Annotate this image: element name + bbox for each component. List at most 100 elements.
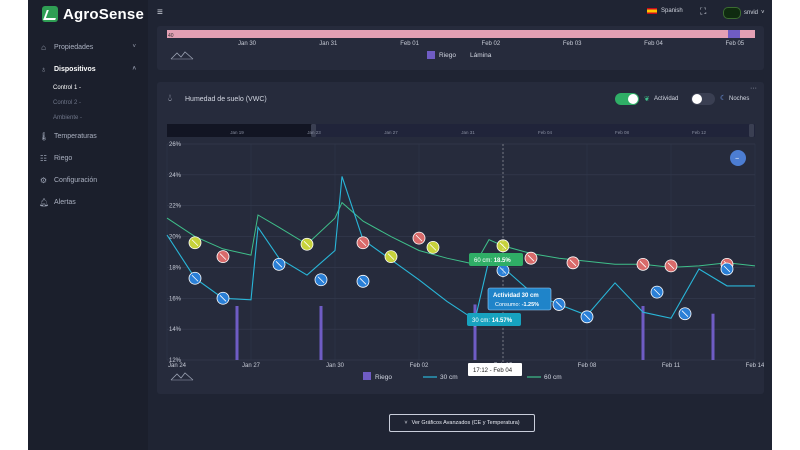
- riego-bar[interactable]: [711, 313, 715, 360]
- navigator-x-axis: Jan 19 Jan 23 Jan 27 Jan 31 Feb 04 Feb 08 Feb …: [230, 130, 706, 135]
- marker-slash: [653, 288, 661, 296]
- language-selector[interactable]: Spanish: [647, 8, 683, 14]
- x-tick-label: Jan 27: [242, 363, 261, 369]
- riego-bar[interactable]: [473, 304, 477, 360]
- x-tick-label: Jan 24: [168, 363, 187, 369]
- sidebar-item-configuracion[interactable]: ⚙ Configuración: [28, 169, 148, 191]
- x-tick-label: Feb 08: [578, 363, 597, 369]
- tooltip-activity: Actividad 30 cm Consumo: -1.25%: [487, 287, 552, 311]
- legend-lamina-label[interactable]: Lámina: [470, 52, 492, 59]
- sidebar-item-alertas[interactable]: 🔔︎ Alertas: [28, 191, 148, 213]
- sidebar-subitem-ambiente[interactable]: Ambiente -: [53, 114, 83, 121]
- spain-flag-icon: [647, 8, 657, 14]
- svg-text:60 cm: 18.5%: 60 cm: 18.5%: [474, 258, 511, 264]
- y-tick-label: 18%: [169, 265, 182, 271]
- svg-text:Consumo: -1.25%: Consumo: -1.25%: [495, 302, 539, 308]
- marker-slash: [583, 313, 591, 321]
- legend-riego-label[interactable]: Riego: [375, 374, 392, 381]
- navigator-mountain-icon: [170, 51, 194, 60]
- tooltip-60cm-label: 60 cm:: [474, 258, 492, 264]
- lamina-band: [167, 30, 755, 38]
- top-x-tick-label: Feb 02: [482, 41, 501, 47]
- navigator-tick-label: Jan 19: [230, 130, 244, 135]
- tooltip-activity-value: -1.25%: [522, 302, 540, 308]
- marker-slash: [359, 278, 367, 285]
- y-tick-label: 26%: [169, 142, 182, 148]
- card-title: Humedad de suelo (VWC): [185, 96, 267, 103]
- navigator-tick-label: Jan 31: [461, 130, 475, 135]
- navigator-tick-label: Jan 23: [307, 130, 321, 135]
- navigator-handle-right[interactable]: [749, 124, 754, 137]
- toggle-noches[interactable]: [691, 93, 715, 105]
- toggle-noches-label: Noches: [729, 96, 750, 102]
- marker-slash: [429, 244, 437, 251]
- sidebar-item-label: Propiedades: [54, 43, 94, 51]
- navigator-mask: [167, 124, 313, 137]
- y-tick-label: 14%: [169, 327, 182, 333]
- marker-slash: [499, 267, 507, 274]
- x-tick-label: Feb 02: [410, 363, 429, 369]
- hamburger-icon[interactable]: ≡: [157, 7, 163, 18]
- sidebar-item-label: Configuración: [54, 176, 98, 184]
- thermometer-icon: 🌡︎: [39, 131, 50, 141]
- moon-icon: ☾: [720, 95, 727, 102]
- advanced-charts-button[interactable]: ˅ Ver Gráficos Avanzados (CE y Temperatu…: [389, 414, 535, 432]
- legend-riego-label[interactable]: Riego: [439, 52, 456, 59]
- sidebar-nav: ⌂ Propiedades ˅ ♁ Dispositivos ˄ Control…: [28, 36, 148, 213]
- sidebar-item-propiedades[interactable]: ⌂ Propiedades ˅: [28, 36, 148, 58]
- legend-30cm-label[interactable]: 30 cm: [440, 374, 458, 381]
- sidebar-item-label: Dispositivos: [54, 65, 96, 73]
- fullscreen-icon[interactable]: ⛶: [700, 6, 707, 16]
- water-drop-icon: 💧︎: [168, 93, 172, 104]
- user-menu[interactable]: snvid ˅: [723, 7, 765, 19]
- navigator-tick-label: Feb 04: [538, 130, 553, 135]
- toggle-actividad[interactable]: [615, 93, 639, 105]
- language-label: Spanish: [661, 8, 683, 14]
- top-bar: ≡ Spanish ⛶ snvid ˅: [148, 0, 772, 26]
- navigator-tick-label: Feb 08: [615, 130, 630, 135]
- marker-slash: [555, 301, 563, 308]
- user-name: snvid: [744, 10, 759, 16]
- sidebar-item-riego[interactable]: ☷ Riego: [28, 147, 148, 169]
- sidebar-item-temperaturas[interactable]: 🌡︎ Temperaturas: [28, 125, 148, 147]
- navigator-tick-label: Jan 27: [384, 130, 398, 135]
- marker-slash: [639, 261, 647, 268]
- riego-bar[interactable]: [319, 306, 323, 360]
- sidebar-item-dispositivos[interactable]: ♁ Dispositivos ˄: [28, 58, 148, 80]
- toggle-actividad-label: Actividad: [654, 96, 679, 102]
- marker-slash: [359, 239, 367, 247]
- x-tick-label: Feb 14: [746, 363, 764, 369]
- logo-icon: [42, 6, 58, 22]
- marker-slash: [527, 254, 535, 262]
- app-logo[interactable]: AgroSense: [42, 4, 144, 24]
- sidebar-item-label: Temperaturas: [54, 132, 97, 140]
- riego-bar[interactable]: [641, 306, 645, 360]
- minus-icon: −: [735, 156, 739, 163]
- sidebar-subitem-control-1[interactable]: Control 1 -: [53, 84, 82, 91]
- tooltip-30cm-label: 30 cm:: [472, 318, 490, 324]
- navigator-handle-left[interactable]: [311, 124, 316, 137]
- sidebar-item-label: Alertas: [54, 198, 76, 206]
- riego-series: [235, 304, 715, 360]
- series-30cm-line: [166, 176, 755, 321]
- marker-slash: [317, 276, 325, 284]
- sidebar-subitem-control-2[interactable]: Control 2 -: [53, 99, 82, 106]
- vwc-chart-card: Jan 19 Jan 23 Jan 27 Jan 31 Feb 04 Feb 08 Feb …: [157, 82, 764, 394]
- vwc-chart: Jan 19 Jan 23 Jan 27 Jan 31 Feb 04 Feb 08 Feb …: [166, 124, 764, 381]
- x-tick-label: Feb 11: [662, 363, 681, 369]
- irrigation-chart-card: 40 Jan 30 Jan 31 Feb 01 Feb 02 Feb 03 Feb 04 F…: [157, 26, 764, 70]
- more-options-icon[interactable]: ···: [750, 85, 757, 92]
- gear-icon: ⚙: [39, 175, 48, 185]
- tooltip-activity-label: Consumo:: [495, 302, 521, 308]
- sidebar: AgroSense ⌂ Propiedades ˅ ♁ Dispositivos…: [28, 0, 148, 450]
- y-tick-label: 20%: [169, 235, 182, 241]
- marker-slash: [387, 253, 395, 260]
- y-tick-label: 16%: [169, 296, 182, 302]
- tooltip-30cm-value: 14.57%: [492, 318, 513, 324]
- riego-bar[interactable]: [235, 306, 239, 360]
- chart-menu-button[interactable]: [730, 150, 746, 166]
- app-frame: AgroSense ⌂ Propiedades ˅ ♁ Dispositivos…: [28, 0, 772, 450]
- x-tick-label: Jan 30: [326, 363, 345, 369]
- legend-60cm-label[interactable]: 60 cm: [544, 374, 562, 381]
